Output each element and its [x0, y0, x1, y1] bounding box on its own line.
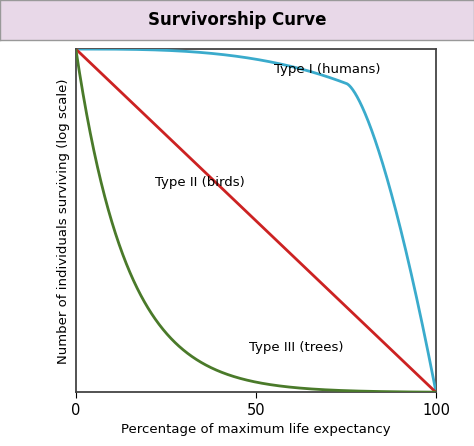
Text: Type III (trees): Type III (trees)	[249, 341, 343, 354]
Text: Type II (birds): Type II (birds)	[155, 177, 245, 190]
Text: Type I (humans): Type I (humans)	[274, 63, 381, 76]
Y-axis label: Number of individuals surviving (log scale): Number of individuals surviving (log sca…	[57, 78, 70, 363]
Text: Survivorship Curve: Survivorship Curve	[148, 11, 326, 29]
X-axis label: Percentage of maximum life expectancy: Percentage of maximum life expectancy	[121, 423, 391, 437]
